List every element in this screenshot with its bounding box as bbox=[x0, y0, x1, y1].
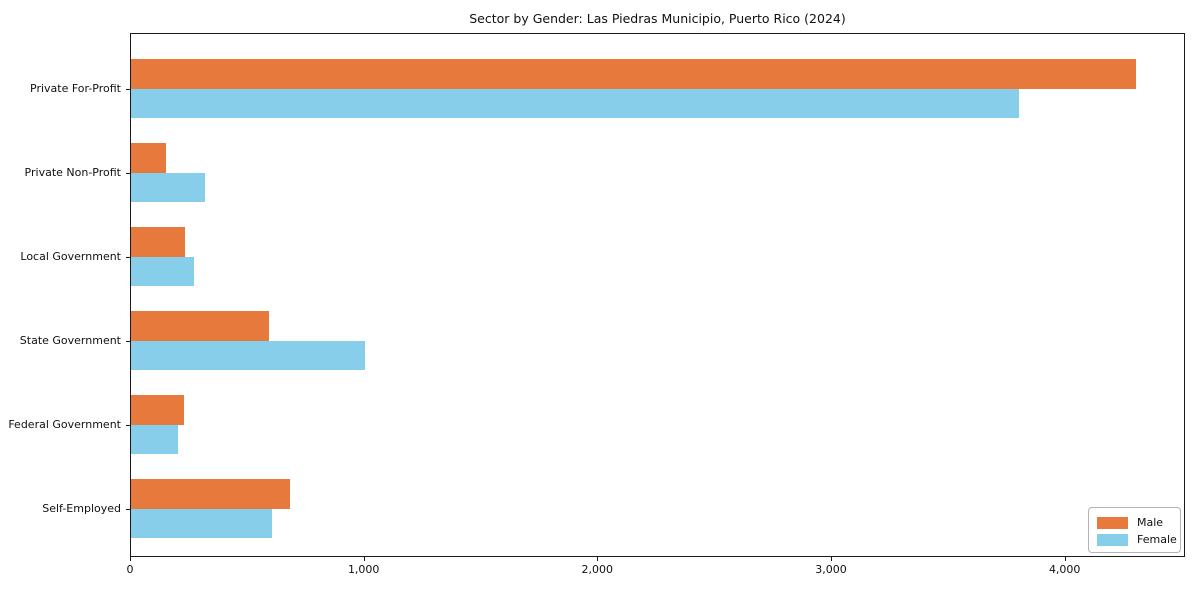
x-tick-mark bbox=[597, 557, 599, 561]
legend-label-female: Female bbox=[1137, 532, 1177, 546]
female-color-swatch bbox=[1097, 533, 1128, 546]
x-tick-mark bbox=[1064, 557, 1066, 561]
bar-male bbox=[131, 395, 184, 425]
x-tick-mark bbox=[831, 557, 832, 561]
category-label: Local Government bbox=[20, 250, 121, 263]
x-tick-mark bbox=[130, 557, 131, 561]
male-color-swatch bbox=[1097, 516, 1128, 529]
y-tick-mark bbox=[126, 509, 130, 510]
bar-male bbox=[131, 311, 269, 341]
category-label: Private For-Profit bbox=[30, 82, 121, 95]
bar-female bbox=[131, 257, 195, 286]
bar-female bbox=[131, 425, 178, 454]
legend: Male Female bbox=[1088, 507, 1181, 553]
category-label: Self-Employed bbox=[42, 502, 121, 515]
bar-female bbox=[131, 173, 205, 202]
bar-male bbox=[131, 143, 166, 173]
x-tick-label: 4,000 bbox=[1048, 563, 1081, 576]
legend-entry-female: Female bbox=[1097, 531, 1177, 548]
chart-title: Sector by Gender: Las Piedras Municipio,… bbox=[469, 11, 846, 26]
category-label: State Government bbox=[19, 334, 121, 347]
x-tick-label: 1,000 bbox=[347, 563, 380, 576]
bar-male bbox=[131, 479, 290, 509]
bar-female bbox=[131, 341, 365, 370]
x-tick-label: 2,000 bbox=[581, 563, 614, 576]
bar-male bbox=[131, 59, 1136, 89]
category-label: Federal Government bbox=[8, 418, 121, 431]
bar-female bbox=[131, 509, 273, 538]
y-tick-mark bbox=[126, 173, 130, 174]
y-tick-mark bbox=[126, 89, 130, 90]
y-tick-mark bbox=[126, 425, 130, 426]
plot-area bbox=[130, 33, 1185, 557]
category-label: Private Non-Profit bbox=[24, 166, 121, 179]
x-tick-label: 3,000 bbox=[815, 563, 847, 576]
bar-female bbox=[131, 89, 1019, 118]
legend-label-male: Male bbox=[1137, 515, 1164, 529]
legend-entry-male: Male bbox=[1097, 514, 1172, 531]
x-tick-label: 0 bbox=[126, 563, 134, 576]
y-tick-mark bbox=[126, 257, 130, 258]
x-tick-mark bbox=[363, 557, 365, 561]
bar-male bbox=[131, 227, 185, 257]
y-tick-mark bbox=[126, 341, 130, 342]
